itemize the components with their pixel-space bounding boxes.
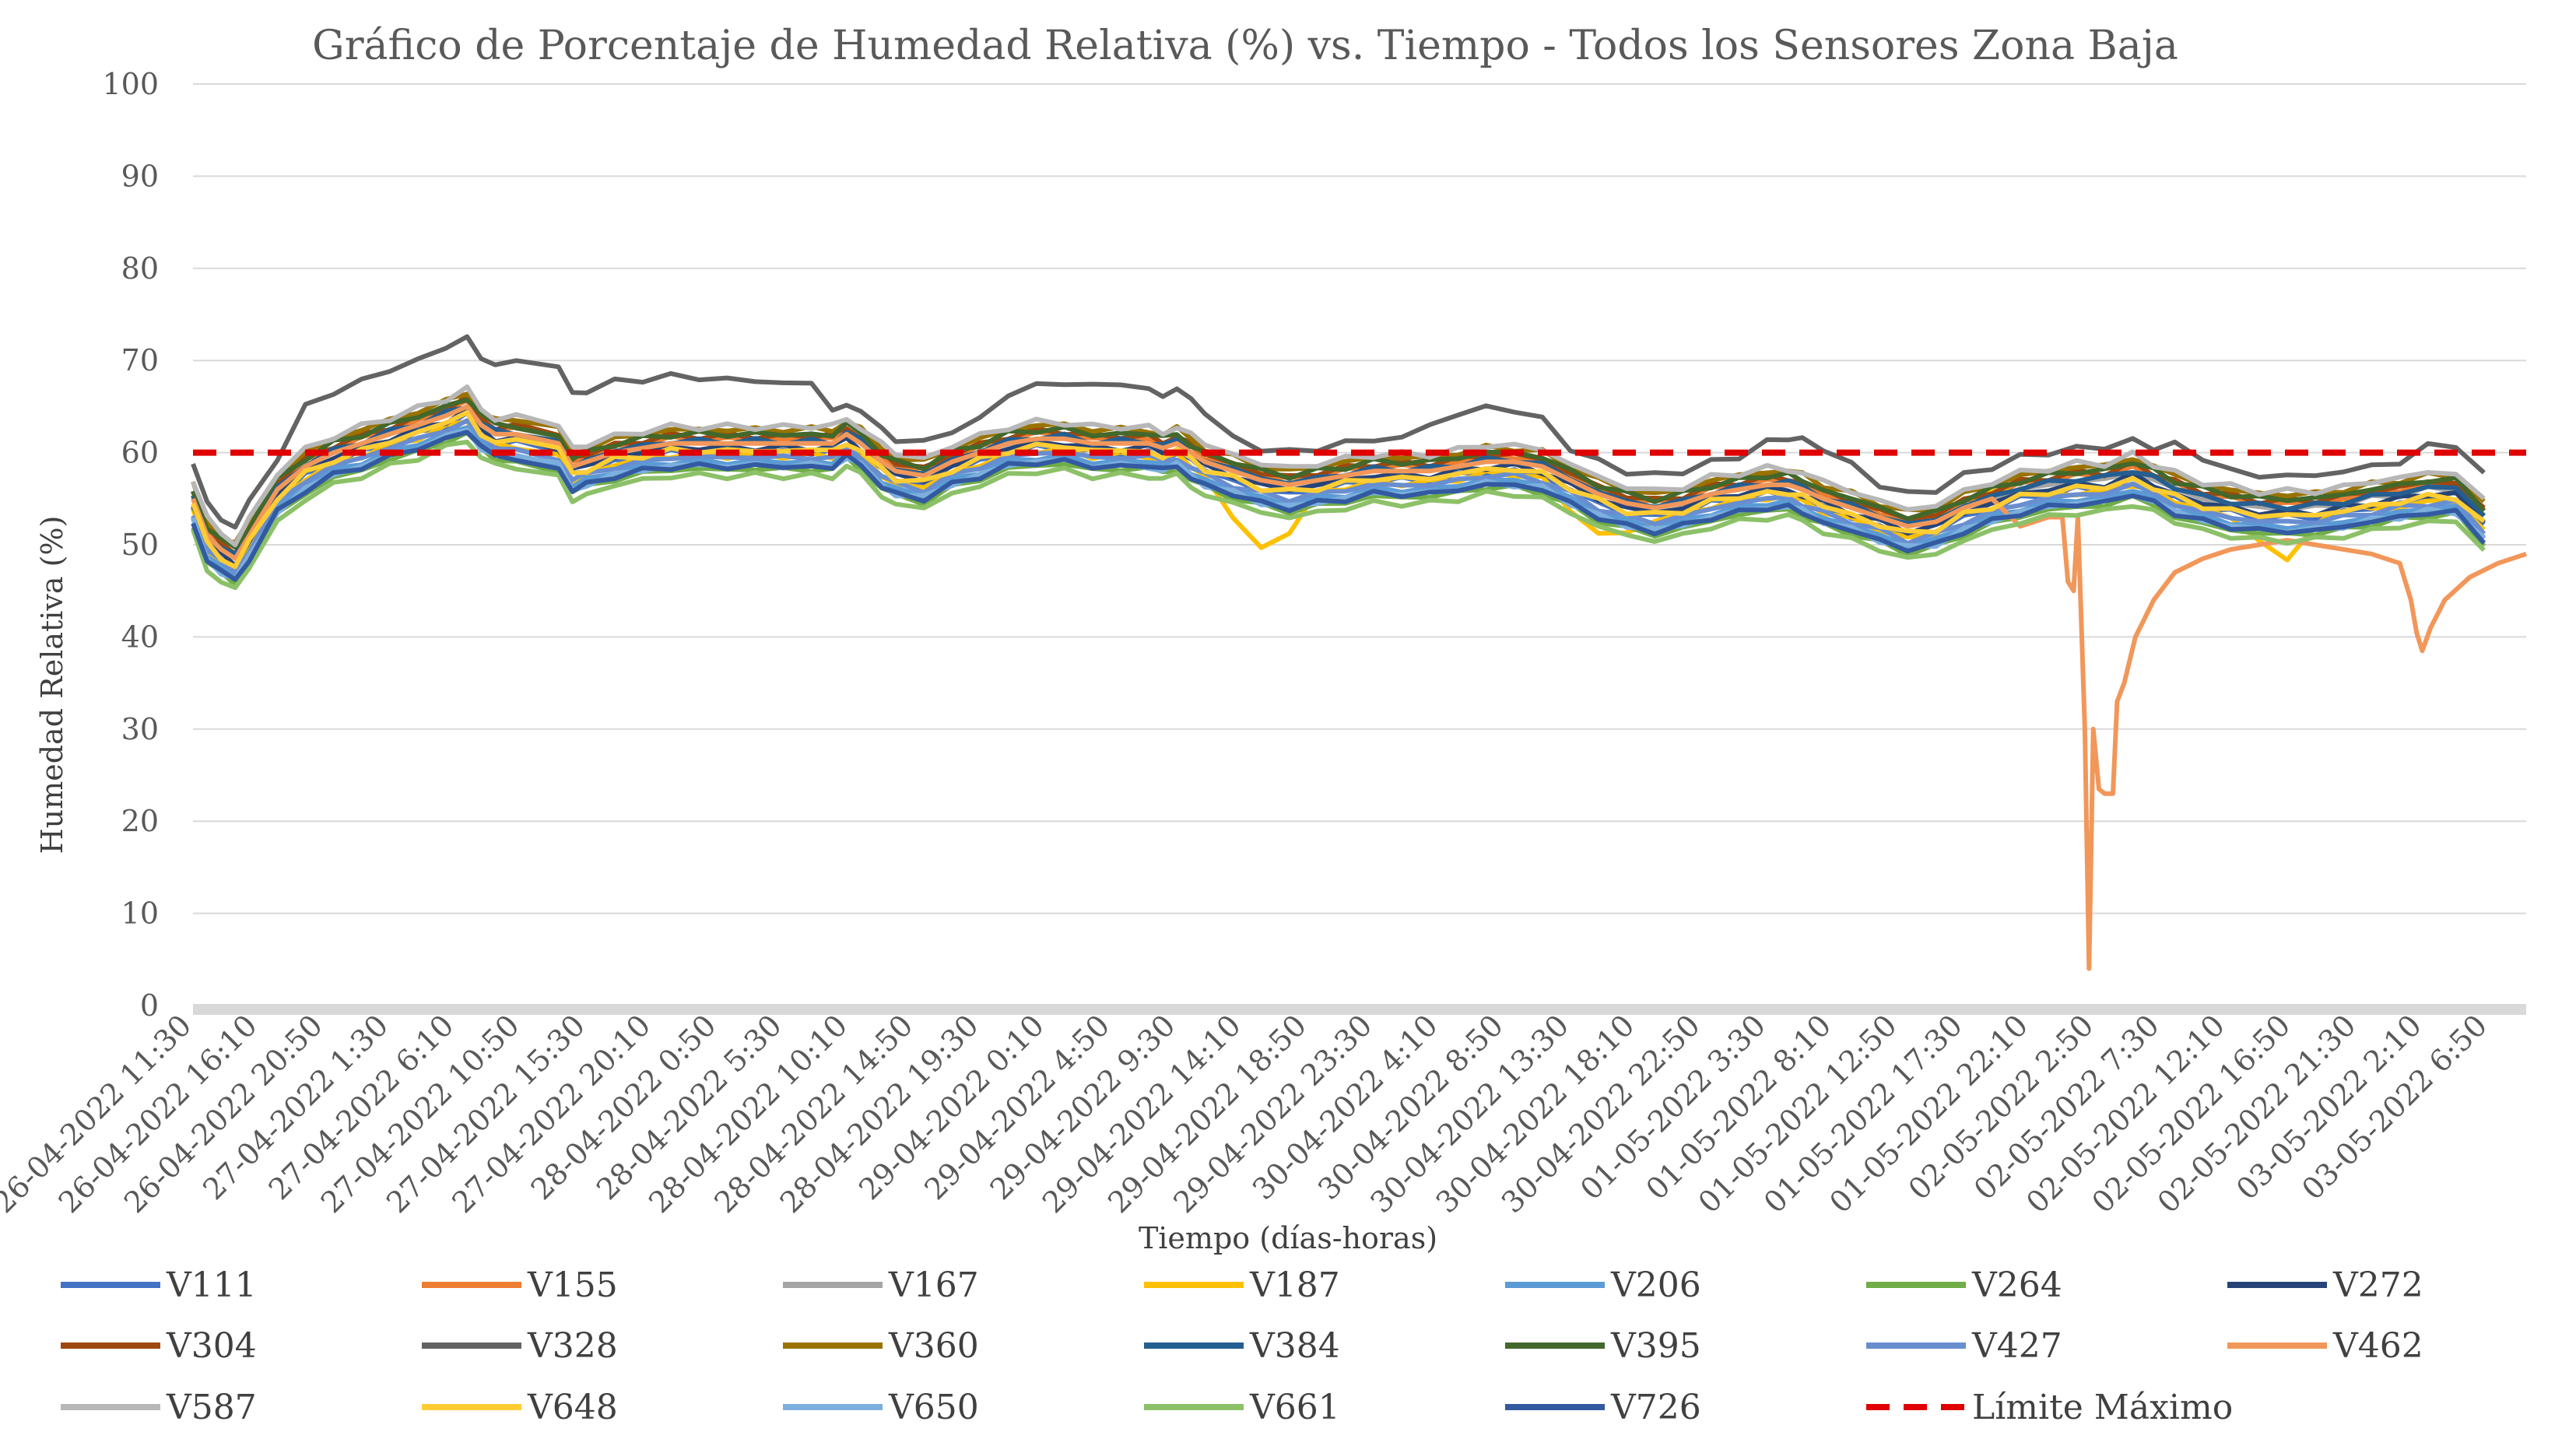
legend-item-v395: V395 <box>1505 1326 1701 1366</box>
x-axis-title: Tiempo (días-horas) <box>1139 1221 1437 1255</box>
chart-title: Gráfico de Porcentaje de Humedad Relativ… <box>312 23 2178 69</box>
series-line-v328 <box>191 334 2486 530</box>
y-tick-label: 100 <box>102 67 159 101</box>
legend-label: V648 <box>527 1388 618 1427</box>
y-tick-label: 90 <box>121 159 159 193</box>
legend-label: V650 <box>888 1388 979 1427</box>
series-line-v661 <box>191 439 2486 591</box>
legend-item-v155: V155 <box>422 1265 618 1305</box>
gridlines <box>193 83 2526 1015</box>
y-tick-label: 30 <box>121 712 159 746</box>
legend-label: V167 <box>888 1265 979 1305</box>
legend-item-v427: V427 <box>1866 1326 2062 1366</box>
legend-item-v187: V187 <box>1144 1265 1340 1305</box>
legend-item-v360: V360 <box>783 1326 979 1366</box>
legend-item-v167: V167 <box>783 1265 979 1305</box>
series-line-v587 <box>191 384 2486 548</box>
legend-label: V384 <box>1249 1326 1340 1366</box>
y-tick-label: 70 <box>121 343 159 377</box>
legend-label: V187 <box>1249 1265 1340 1305</box>
y-axis-ticks: 0 10 20 30 40 50 60 70 80 90 100 <box>102 67 159 1023</box>
legend: V111 V155 V167 V187 V206 V264 V272 V304 V328 V360… <box>61 1265 2423 1427</box>
legend-item-límite-máximo: Límite Máximo <box>1866 1388 2233 1427</box>
legend-label: V587 <box>166 1388 257 1427</box>
legend-item-v648: V648 <box>422 1388 618 1427</box>
legend-item-v264: V264 <box>1866 1265 2062 1305</box>
legend-item-v726: V726 <box>1505 1388 1701 1427</box>
legend-item-v206: V206 <box>1505 1265 1701 1305</box>
y-tick-label: 20 <box>121 804 159 838</box>
legend-label: V206 <box>1610 1265 1701 1305</box>
y-tick-label: 0 <box>140 988 159 1023</box>
y-tick-label: 60 <box>121 436 159 470</box>
legend-item-v111: V111 <box>61 1265 257 1305</box>
series-line-v462 <box>191 404 2527 971</box>
legend-label: V726 <box>1610 1388 1701 1427</box>
x-axis-baseline <box>193 1004 2526 1015</box>
legend-item-v650: V650 <box>783 1388 979 1427</box>
legend-label: V264 <box>1971 1265 2062 1305</box>
legend-item-v462: V462 <box>2227 1326 2423 1366</box>
series-line-v726 <box>191 430 2487 582</box>
series-line-v648 <box>191 410 2486 570</box>
legend-label: V462 <box>2332 1326 2423 1366</box>
y-tick-label: 80 <box>121 251 159 286</box>
legend-item-v587: V587 <box>61 1388 257 1427</box>
legend-label: Límite Máximo <box>1972 1388 2233 1427</box>
legend-label: V304 <box>166 1326 257 1366</box>
legend-label: V427 <box>1971 1326 2062 1366</box>
legend-label: V272 <box>2332 1265 2423 1305</box>
series-line-v395 <box>191 397 2487 550</box>
legend-label: V111 <box>166 1265 257 1305</box>
legend-item-v304: V304 <box>61 1326 257 1366</box>
legend-label: V360 <box>888 1326 979 1366</box>
y-axis-title: Humedad Relativa (%) <box>35 516 69 855</box>
legend-item-v272: V272 <box>2227 1265 2423 1305</box>
legend-label: V155 <box>527 1265 618 1305</box>
y-tick-label: 40 <box>121 619 159 654</box>
y-tick-label: 10 <box>121 897 159 931</box>
plot-area <box>191 334 2527 971</box>
legend-item-v661: V661 <box>1144 1388 1340 1427</box>
series-line-v427 <box>191 418 2487 576</box>
legend-label: V661 <box>1249 1388 1340 1427</box>
legend-label: V395 <box>1610 1326 1701 1366</box>
legend-item-v328: V328 <box>422 1326 618 1366</box>
legend-item-v384: V384 <box>1144 1326 1340 1366</box>
y-tick-label: 50 <box>121 528 159 562</box>
legend-label: V328 <box>527 1326 618 1366</box>
